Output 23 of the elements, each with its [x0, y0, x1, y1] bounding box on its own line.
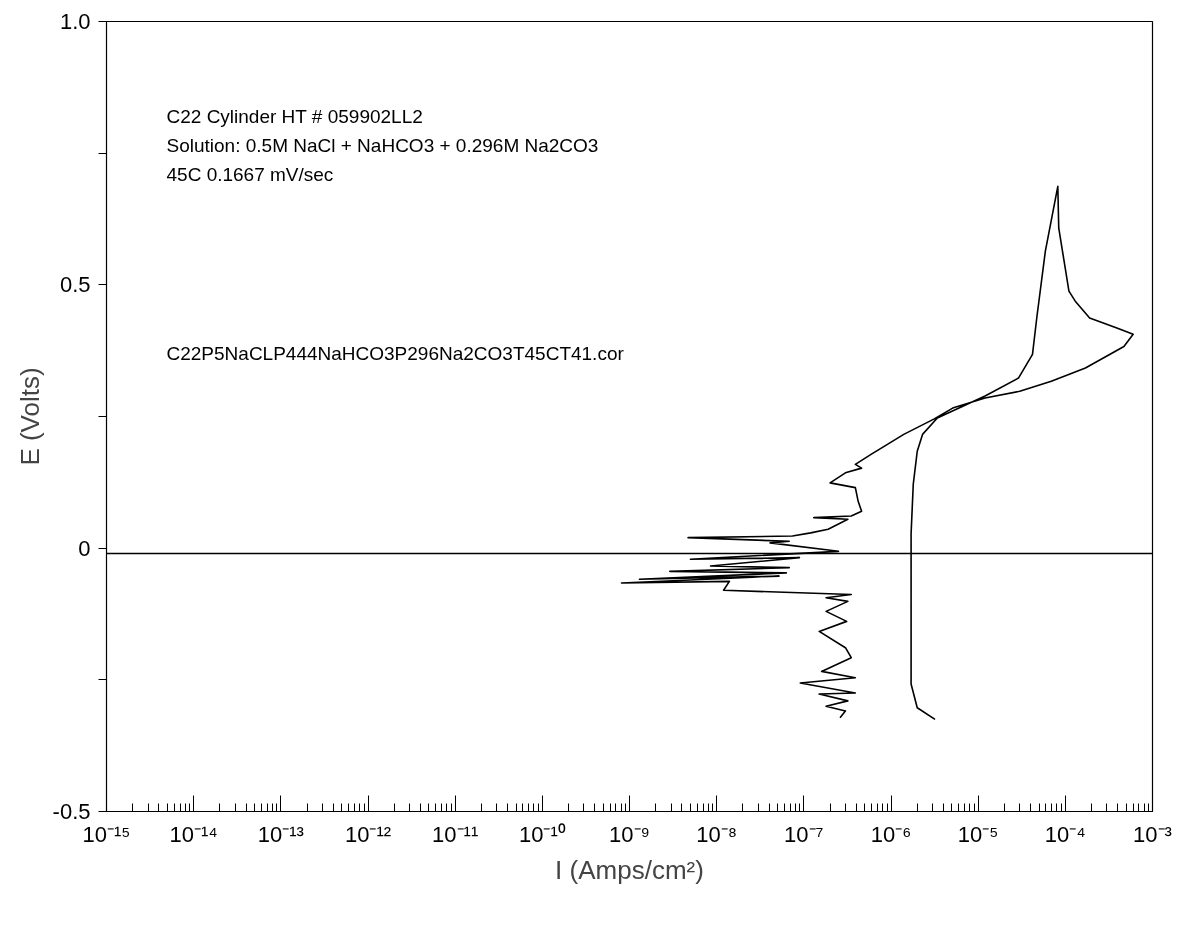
x-tick-label: 10⁻⁴ [1044, 821, 1086, 847]
x-tick-label: 10⁻³ [1133, 821, 1172, 847]
x-tick-label: 10⁻⁵ [957, 821, 999, 847]
annotation: Solution: 0.5M NaCl + NaHCO3 + 0.296M Na2CO3 [166, 134, 599, 156]
x-tick-label: 10⁻¹⁰ [518, 821, 566, 847]
y-axis-title: E (Volts) [14, 367, 45, 466]
x-tick-label: 10⁻⁷ [784, 821, 824, 847]
x-tick-label: 10⁻⁹ [609, 821, 650, 847]
y-tick-label: -0.5 [52, 799, 91, 824]
annotation: 45C 0.1667 mV/sec [166, 163, 334, 185]
x-tick-label: 10⁻¹³ [257, 821, 304, 847]
x-tick-label: 10⁻⁸ [696, 821, 738, 847]
annotation: C22 Cylinder HT # 059902LL2 [166, 105, 423, 127]
x-axis-title: I (Amps/cm²) [555, 854, 704, 885]
x-tick-label: 10⁻¹² [344, 821, 392, 847]
y-tick-label: 1.0 [59, 9, 91, 34]
x-tick-label: 10⁻¹⁴ [169, 821, 218, 847]
y-tick-label: 0.5 [59, 272, 91, 298]
x-tick-label: 10⁻¹¹ [432, 821, 479, 847]
annotation: C22P5NaCLP444NaHCO3P296Na2CO3T45CT41.cor [166, 342, 625, 364]
x-tick-label: 10⁻¹⁵ [82, 821, 131, 847]
x-tick-label: 10⁻⁶ [870, 821, 912, 847]
y-tick-label: 0 [78, 535, 91, 561]
